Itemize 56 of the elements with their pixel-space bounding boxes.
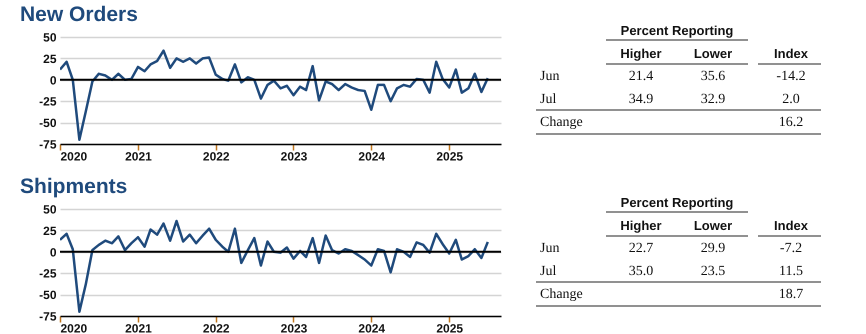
data-label: 16.2 [778, 115, 804, 130]
data-label: 11.5 [779, 264, 803, 279]
x-tick-label: 2022 [202, 150, 230, 164]
data-label: 21.4 [628, 69, 654, 84]
category-label: Higher [620, 46, 662, 61]
text: Percent Reporting [620, 23, 734, 38]
x-tick-label: 2024 [358, 150, 386, 164]
y-tick-label: -50 [39, 288, 57, 302]
x-tick-label: 2020 [60, 322, 88, 334]
category-label: Index [774, 46, 809, 61]
text: Jul [540, 264, 556, 279]
y-tick-label: -75 [39, 138, 57, 152]
x-tick-label: 2024 [358, 322, 386, 334]
y-tick-label: -25 [39, 266, 57, 281]
data-label: 18.7 [778, 287, 804, 302]
y-tick-label: 50 [43, 202, 57, 216]
text: Change [540, 115, 583, 130]
data-label: -14.2 [776, 69, 806, 84]
x-tick-label: 2023 [280, 322, 308, 334]
line-series [60, 49, 490, 141]
data-label: 35.0 [628, 264, 654, 279]
y-tick-label: 0 [50, 73, 57, 88]
x-tick-label: 2022 [202, 322, 230, 334]
data-label: -7.2 [780, 241, 802, 256]
y-tick-label: 0 [50, 245, 57, 260]
data-label: 22.7 [628, 241, 654, 256]
data-label: 34.9 [628, 92, 654, 107]
y-tick-label: -50 [39, 116, 57, 130]
category-label: Index [774, 218, 809, 233]
text: Jul [540, 92, 556, 107]
x-tick-label: 2021 [125, 322, 152, 334]
category-label: Lower [694, 218, 732, 233]
category-label: Lower [694, 46, 732, 61]
x-tick-label: 2021 [125, 150, 152, 164]
line-series [60, 220, 490, 313]
category-label: Higher [620, 218, 662, 233]
series-label: Jun [540, 241, 560, 256]
data-label: 23.5 [700, 264, 726, 279]
x-tick-label: 2025 [436, 322, 464, 334]
data-label: 29.9 [700, 241, 726, 256]
chart-title: Shipments [20, 175, 128, 198]
y-tick-label: 50 [43, 30, 57, 44]
data-label: 2.0 [782, 92, 800, 107]
y-tick-label: -75 [39, 310, 57, 324]
data-label: 35.6 [700, 69, 726, 84]
y-tick-label: -25 [39, 94, 57, 109]
chart-title: New Orders [20, 3, 138, 26]
x-tick-label: 2025 [436, 150, 464, 164]
x-tick-label: 2023 [280, 150, 308, 164]
x-tick-label: 2020 [60, 150, 88, 164]
series-label: Jun [540, 69, 560, 84]
y-tick-label: 25 [43, 224, 57, 238]
text: Change [540, 287, 583, 302]
text: Percent Reporting [620, 195, 734, 210]
data-label: 32.9 [700, 92, 726, 107]
y-tick-label: 25 [43, 52, 57, 66]
